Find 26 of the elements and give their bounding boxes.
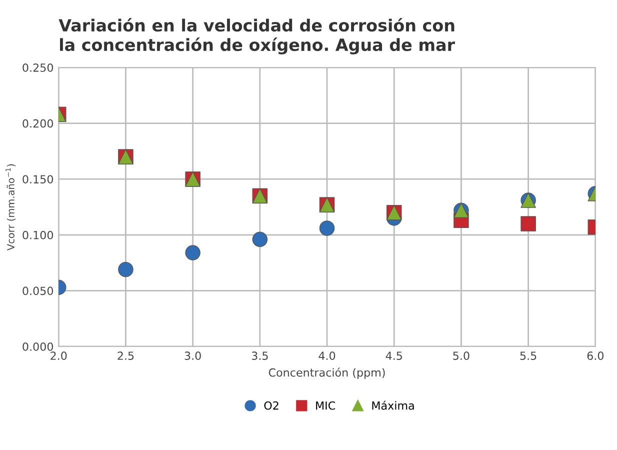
- legend-label: MIC: [316, 401, 336, 410]
- y-axis-title: Vcorr (mm.año$^{−1}$): [6, 164, 16, 250]
- x-tick-label: 6.0: [587, 352, 604, 360]
- point: [319, 220, 335, 236]
- y-tick-label: 0.250: [22, 63, 54, 72]
- x-tick-label: 4.0: [318, 352, 336, 360]
- x-tick-label: 2.0: [50, 352, 67, 360]
- point: [252, 232, 268, 247]
- point: [185, 245, 200, 260]
- y-tick-label: 0.150: [22, 175, 54, 184]
- x-tick-label: 3.0: [184, 352, 201, 360]
- x-tick-label: 4.5: [386, 352, 402, 360]
- y-tick-label: 0.050: [22, 286, 54, 296]
- x-tick-label: 5.5: [520, 352, 536, 360]
- point: [118, 262, 134, 278]
- x-tick-label: 2.5: [118, 352, 134, 360]
- point: [520, 216, 536, 232]
- y-tick-label: 0.200: [22, 119, 54, 128]
- y-tick-label: 0.000: [22, 342, 54, 351]
- y-tick-label: 0.100: [22, 230, 54, 240]
- chart-title: Variación en la velocidad de corrosión con la concentración de oxígeno. Agua de mar: [58, 18, 455, 54]
- legend-label: O2: [264, 401, 278, 410]
- legend-label: Máxima: [372, 400, 414, 410]
- x-axis-title: Concentración (ppm): [268, 368, 385, 379]
- x-tick-label: 5.0: [453, 352, 470, 360]
- x-tick-label: 3.5: [252, 352, 268, 360]
